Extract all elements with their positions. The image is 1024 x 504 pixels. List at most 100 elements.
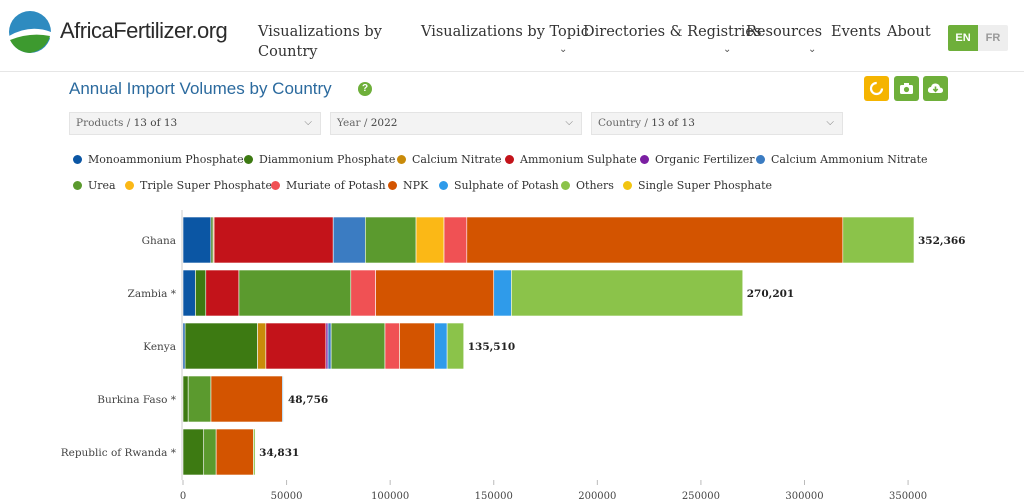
x-tick-label: 150000	[475, 491, 513, 502]
total-label: 34,831	[259, 447, 299, 459]
legend-item[interactable]: Calcium Ammonium Nitrate	[756, 153, 928, 167]
legend-label: Urea	[88, 179, 116, 192]
cloud-download-icon	[927, 83, 944, 93]
nav-label: Directories & Registries	[583, 24, 762, 40]
bar-segment	[384, 322, 400, 370]
screenshot-button[interactable]	[894, 76, 919, 101]
legend-item[interactable]: Monoammonium Phosphate	[73, 153, 244, 167]
bar-segment	[182, 322, 186, 370]
chevron-down-icon: ⌄	[559, 44, 568, 55]
bar-segment	[325, 322, 329, 370]
nav-label: Visualizations by Topic	[421, 24, 589, 40]
chevron-down-icon: ⌵	[826, 117, 834, 128]
year-filter[interactable]: Year / 2022 ⌵	[330, 112, 582, 135]
legend-dot	[439, 181, 448, 190]
legend-label: Muriate of Potash	[286, 179, 386, 192]
chevron-down-icon: ⌄	[808, 44, 817, 55]
legend-label: Monoammonium Phosphate	[88, 153, 244, 166]
bar-segment	[213, 216, 334, 264]
reset-button[interactable]	[864, 76, 889, 101]
nav-about[interactable]: About	[887, 22, 931, 42]
bar-segment	[327, 322, 332, 370]
bar-segment	[257, 322, 267, 370]
legend-label: NPK	[403, 179, 429, 192]
bar-segment	[443, 216, 468, 264]
bar-segment	[182, 269, 196, 317]
legend-item[interactable]: Ammonium Sulphate	[505, 153, 637, 167]
refresh-icon	[869, 81, 884, 96]
country-filter[interactable]: Country / 13 of 13 ⌵	[591, 112, 843, 135]
legend-dot	[125, 181, 134, 190]
chevron-down-icon: ⌵	[565, 117, 573, 128]
x-tick-label: 350000	[889, 491, 927, 502]
bar-segment	[330, 322, 386, 370]
legend-label: Ammonium Sulphate	[520, 153, 637, 166]
nav-directories-registries[interactable]: Directories & Registries ⌄	[583, 22, 761, 60]
category-label: Burkina Faso *	[97, 394, 176, 406]
bar-segment	[184, 322, 258, 370]
bar-segment	[265, 322, 327, 370]
legend-label: Triple Super Phosphate	[140, 179, 272, 192]
legend-label: Calcium Nitrate	[412, 153, 502, 166]
legend-dot	[561, 181, 570, 190]
legend-dot	[388, 181, 397, 190]
lang-en-button[interactable]: EN	[948, 25, 978, 51]
legend-dot	[397, 155, 406, 164]
bar-segment	[375, 269, 495, 317]
total-label: 48,756	[288, 394, 328, 406]
panel-title: Annual Import Volumes by Country	[69, 79, 332, 98]
legend-dot	[73, 181, 82, 190]
nav-visualizations-by-country[interactable]: Visualizations by Country	[258, 22, 382, 62]
chevron-down-icon: ⌵	[304, 117, 312, 128]
bar-segment	[493, 269, 512, 317]
legend-label: Sulphate of Potash	[454, 179, 559, 192]
bar-segment	[182, 428, 205, 476]
bar-segment	[187, 375, 212, 423]
logo-text[interactable]: AfricaFertilizer.org	[60, 18, 228, 43]
download-button[interactable]	[923, 76, 948, 101]
legend-item[interactable]: Diammonium Phosphate	[244, 153, 395, 167]
help-icon[interactable]: ?	[358, 82, 372, 96]
bar-segment	[399, 322, 436, 370]
category-label: Ghana	[142, 235, 176, 247]
nav-label: Resources	[746, 24, 823, 40]
x-tick-label: 100000	[371, 491, 409, 502]
legend-item[interactable]: Triple Super Phosphate	[125, 179, 272, 193]
legend-label: Organic Fertilizer	[655, 153, 755, 166]
category-label: Republic of Rwanda *	[61, 447, 177, 459]
bar-segment	[332, 216, 366, 264]
legend-item[interactable]: Muriate of Potash	[271, 179, 386, 193]
products-filter[interactable]: Products / 13 of 13 ⌵	[69, 112, 321, 135]
legend-item[interactable]: Organic Fertilizer	[640, 153, 754, 167]
bar-segment	[205, 269, 240, 317]
bar-segment	[238, 269, 352, 317]
bar-segment	[446, 322, 465, 370]
nav-label: Country	[258, 44, 318, 60]
x-tick-label: 200000	[578, 491, 616, 502]
africafertilizer-logo-icon[interactable]	[8, 10, 52, 54]
legend-dot	[73, 155, 82, 164]
bar-segment	[842, 216, 915, 264]
site-header: AfricaFertilizer.org Visualizations by C…	[0, 0, 1024, 72]
nav-resources[interactable]: Resources ⌄	[746, 22, 822, 60]
legend-item[interactable]: Urea	[73, 179, 116, 193]
legend-dot	[505, 155, 514, 164]
nav-label: Events	[831, 24, 881, 40]
legend-item[interactable]: Single Super Phosphate	[623, 179, 772, 193]
stacked-bar-chart: Ghana 352,366 Zambia * 270,201 Kenya 135,510 B…	[61, 210, 966, 502]
nav-visualizations-by-topic[interactable]: Visualizations by Topic ⌄	[421, 22, 589, 60]
x-tick-label: 0	[180, 491, 186, 502]
legend-label: Others	[576, 179, 614, 192]
legend-label: Diammonium Phosphate	[259, 153, 396, 166]
legend-item[interactable]: Others	[561, 179, 614, 193]
legend-dot	[623, 181, 632, 190]
legend-item[interactable]: NPK	[388, 179, 428, 193]
nav-label: Visualizations by	[258, 24, 382, 40]
filter-value: 13 of 13	[651, 117, 695, 129]
nav-events[interactable]: Events	[831, 22, 881, 42]
category-label: Zambia *	[128, 288, 177, 300]
legend-item[interactable]: Calcium Nitrate	[397, 153, 502, 167]
filter-value: 2022	[370, 117, 398, 129]
lang-fr-button[interactable]: FR	[978, 25, 1008, 51]
legend-item[interactable]: Sulphate of Potash	[439, 179, 559, 193]
